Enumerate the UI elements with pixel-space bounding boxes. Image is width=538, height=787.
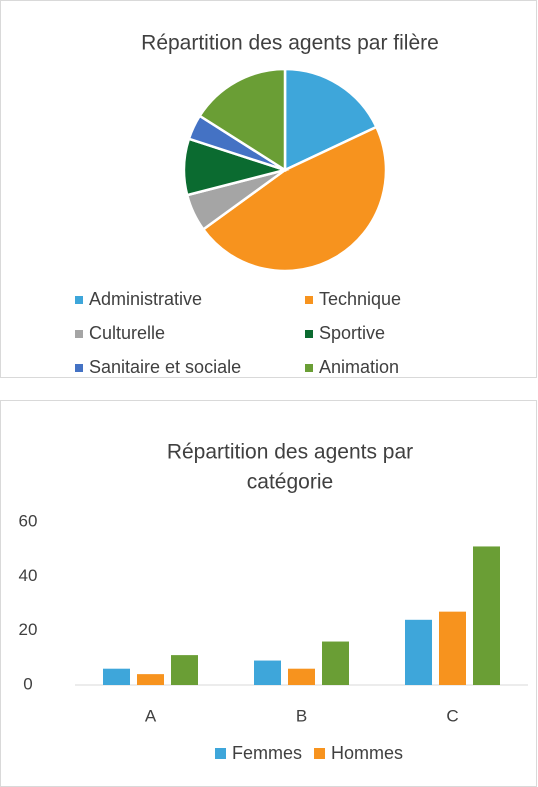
x-tick-label: B xyxy=(296,706,307,725)
bar xyxy=(473,546,500,685)
legend-label: Hommes xyxy=(331,743,403,763)
legend-swatch xyxy=(314,748,326,759)
legend-swatch xyxy=(215,748,226,759)
pie-slice xyxy=(283,67,379,172)
legend-label: Sportive xyxy=(319,323,385,343)
bar xyxy=(171,655,198,685)
x-tick-label: A xyxy=(145,706,157,725)
legend-swatch xyxy=(75,364,83,372)
y-tick-label: 60 xyxy=(19,511,38,530)
legend-label: Sanitaire et sociale xyxy=(89,357,241,377)
chart-title: Répartition des agents par xyxy=(167,441,413,464)
bar xyxy=(288,668,315,685)
bar-frame xyxy=(0,400,537,787)
legend-swatch xyxy=(305,296,313,304)
legend-swatch xyxy=(305,364,313,372)
bar xyxy=(439,611,466,685)
y-tick-label: 20 xyxy=(19,620,38,639)
y-tick-label: 0 xyxy=(23,674,32,693)
bar xyxy=(137,674,164,685)
x-tick-label: C xyxy=(446,706,458,725)
legend-label: Femmes xyxy=(232,743,302,763)
pie-slice xyxy=(201,125,388,273)
bar xyxy=(405,619,432,685)
chart-title: Répartition des agents par filère xyxy=(141,32,439,55)
y-tick-label: 40 xyxy=(19,566,38,585)
legend-swatch xyxy=(75,296,83,304)
chart-title: catégorie xyxy=(247,471,333,494)
legend-swatch xyxy=(305,330,313,338)
legend-label: Animation xyxy=(319,357,399,377)
legend-swatch xyxy=(75,330,83,338)
legend-label: Culturelle xyxy=(89,323,165,343)
legend-label: Technique xyxy=(319,289,401,309)
bar xyxy=(103,668,130,685)
pie-slice xyxy=(197,67,287,173)
bar xyxy=(254,660,281,685)
bar xyxy=(322,641,349,685)
legend-label: Administrative xyxy=(89,289,202,309)
